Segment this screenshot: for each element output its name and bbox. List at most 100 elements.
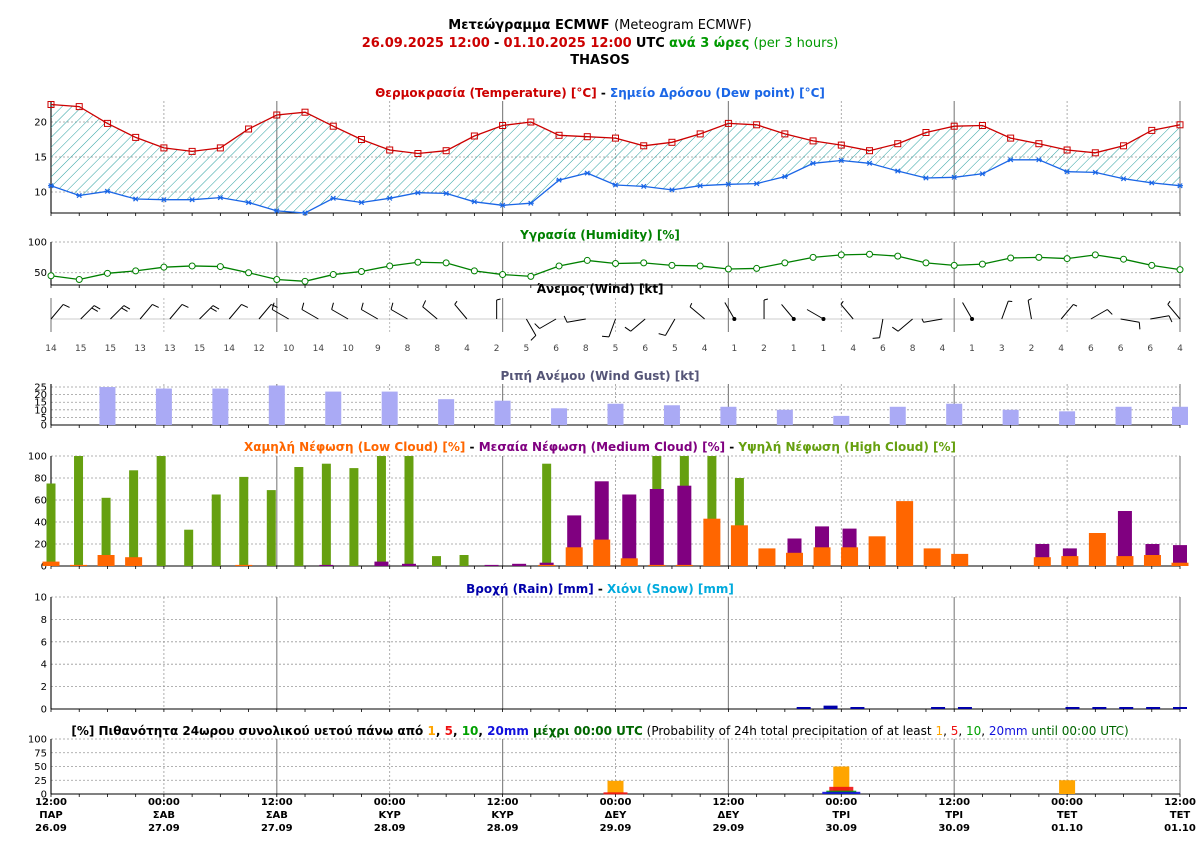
temperature-point xyxy=(470,132,478,140)
wind-speed-label: 12 xyxy=(253,344,264,354)
dewpoint-point-stroke xyxy=(556,177,562,183)
gust-bar xyxy=(1172,406,1188,425)
dewpoint-point-stroke xyxy=(923,175,929,181)
temperature-point xyxy=(583,133,591,141)
wind-barb-feather xyxy=(872,337,880,339)
wind-barb-feather xyxy=(1027,298,1032,301)
dewpoint-point-stroke xyxy=(245,199,252,206)
temperature-point xyxy=(1063,146,1071,154)
humidity-point xyxy=(583,256,591,264)
dewpoint-point-stroke xyxy=(1064,169,1070,175)
dewpoint-point xyxy=(810,160,817,166)
wind-speed-label: 2 xyxy=(761,344,767,354)
wind-speed-label: 1 xyxy=(731,344,737,354)
wind-barb xyxy=(331,302,349,320)
humidity-point xyxy=(922,259,930,267)
dewpoint-point-stroke xyxy=(274,208,280,214)
temperature-ytick-label: 10 xyxy=(34,188,47,199)
wind-barb xyxy=(763,298,769,319)
wind-barb xyxy=(271,302,289,320)
wind-barb xyxy=(1120,318,1141,330)
time-axis-hour-label: 12:00 xyxy=(261,797,293,808)
wind-barb xyxy=(1150,315,1173,323)
low-cloud-bar xyxy=(565,547,583,566)
low-cloud-bar xyxy=(1116,556,1134,566)
gust-bar xyxy=(1115,406,1132,425)
gust-ytick-label: 0 xyxy=(41,421,47,432)
dewpoint-point-stroke xyxy=(697,183,703,189)
temperature-point xyxy=(696,130,704,138)
low-cloud-bar xyxy=(785,552,803,566)
probability-bar-5mm xyxy=(829,786,854,794)
wind-speed-label: 5 xyxy=(524,344,530,354)
temperature-point xyxy=(499,122,507,129)
dewpoint-point xyxy=(302,210,309,216)
rain-title-part-0: Βροχή (Rain) [mm] xyxy=(466,582,594,596)
wind-barb-feather xyxy=(563,315,568,323)
dewpoint-point xyxy=(273,208,280,214)
wind-speed-label: 3 xyxy=(999,344,1005,354)
wind-barb xyxy=(1060,303,1078,320)
dewpoint-point xyxy=(48,183,54,189)
wind-barb-feather xyxy=(658,333,666,336)
wind-barb-shaft xyxy=(50,304,64,320)
wind-barb-feather xyxy=(123,305,131,310)
wind-barb-shaft xyxy=(1120,318,1140,323)
probability-title: [%] Πιθανότητα 24ωρου συνολικού υετού πά… xyxy=(71,724,1128,738)
wind-speed-label: 6 xyxy=(553,344,559,354)
wind-barb xyxy=(624,318,646,332)
wind-barb xyxy=(169,303,189,320)
temperature-point xyxy=(555,131,563,139)
dewpoint-point xyxy=(781,173,788,180)
dewpoint-point-stroke xyxy=(895,168,901,174)
time-axis-hour-label: 00:00 xyxy=(148,797,180,808)
rain-bar xyxy=(1173,707,1187,709)
probability-title-part-0: [%] Πιθανότητα 24ωρου συνολικού υετού πά… xyxy=(71,724,427,738)
wind-speed-label: 4 xyxy=(1058,344,1064,354)
gust-bar xyxy=(1002,409,1019,425)
wind-barb-shaft xyxy=(422,306,438,320)
wind-speed-label: 2 xyxy=(494,344,500,354)
dewpoint-point-stroke xyxy=(443,190,449,197)
wind-barb xyxy=(601,318,616,338)
wind-barb-shaft xyxy=(454,304,468,320)
humidity-point xyxy=(753,264,761,272)
wind-barb xyxy=(872,318,884,339)
range-step-en: (per 3 hours) xyxy=(753,36,839,51)
temperature-point xyxy=(724,119,732,127)
dewpoint-point xyxy=(358,199,365,206)
wind-speed-label: 13 xyxy=(164,344,175,354)
low-cloud-bar xyxy=(923,548,941,566)
wind-barb-shaft xyxy=(608,318,616,338)
dewpoint-point-stroke xyxy=(528,200,534,206)
wind-speed-label: 6 xyxy=(880,344,886,354)
wind-barb-feather xyxy=(601,335,610,338)
low-cloud-bar xyxy=(42,561,60,566)
rain-ytick-label: 0 xyxy=(41,705,47,716)
dewpoint-point xyxy=(414,190,421,196)
wind-barb xyxy=(454,300,468,320)
dewpoint-point-stroke xyxy=(48,183,54,189)
rain-bar xyxy=(796,707,811,709)
high-cloud-bar xyxy=(432,556,442,566)
high-cloud-bar xyxy=(129,470,139,566)
wind-barb-feather xyxy=(1167,300,1171,305)
wind-speed-label: 1 xyxy=(969,344,975,354)
temperature-point xyxy=(75,103,83,111)
probability-title-part-3: 5 xyxy=(445,724,453,738)
wind-speed-label: 14 xyxy=(224,344,236,354)
humidity-point xyxy=(527,272,535,280)
wind-speed-label: 14 xyxy=(313,344,325,354)
temperature-point xyxy=(753,121,761,129)
gust-ytick-label: 20 xyxy=(34,390,47,401)
medium-cloud-bar xyxy=(374,561,389,566)
high-cloud-bar xyxy=(376,456,386,566)
rain-bar xyxy=(957,707,972,709)
dewpoint-point xyxy=(584,170,591,176)
temperature-point xyxy=(160,144,168,152)
high-cloud-bar xyxy=(211,494,221,566)
low-cloud-bar xyxy=(813,547,831,566)
high-cloud-bar xyxy=(321,463,331,566)
wind-speed-label: 5 xyxy=(613,344,619,354)
time-axis-date-label: 01.10 xyxy=(1051,823,1083,834)
